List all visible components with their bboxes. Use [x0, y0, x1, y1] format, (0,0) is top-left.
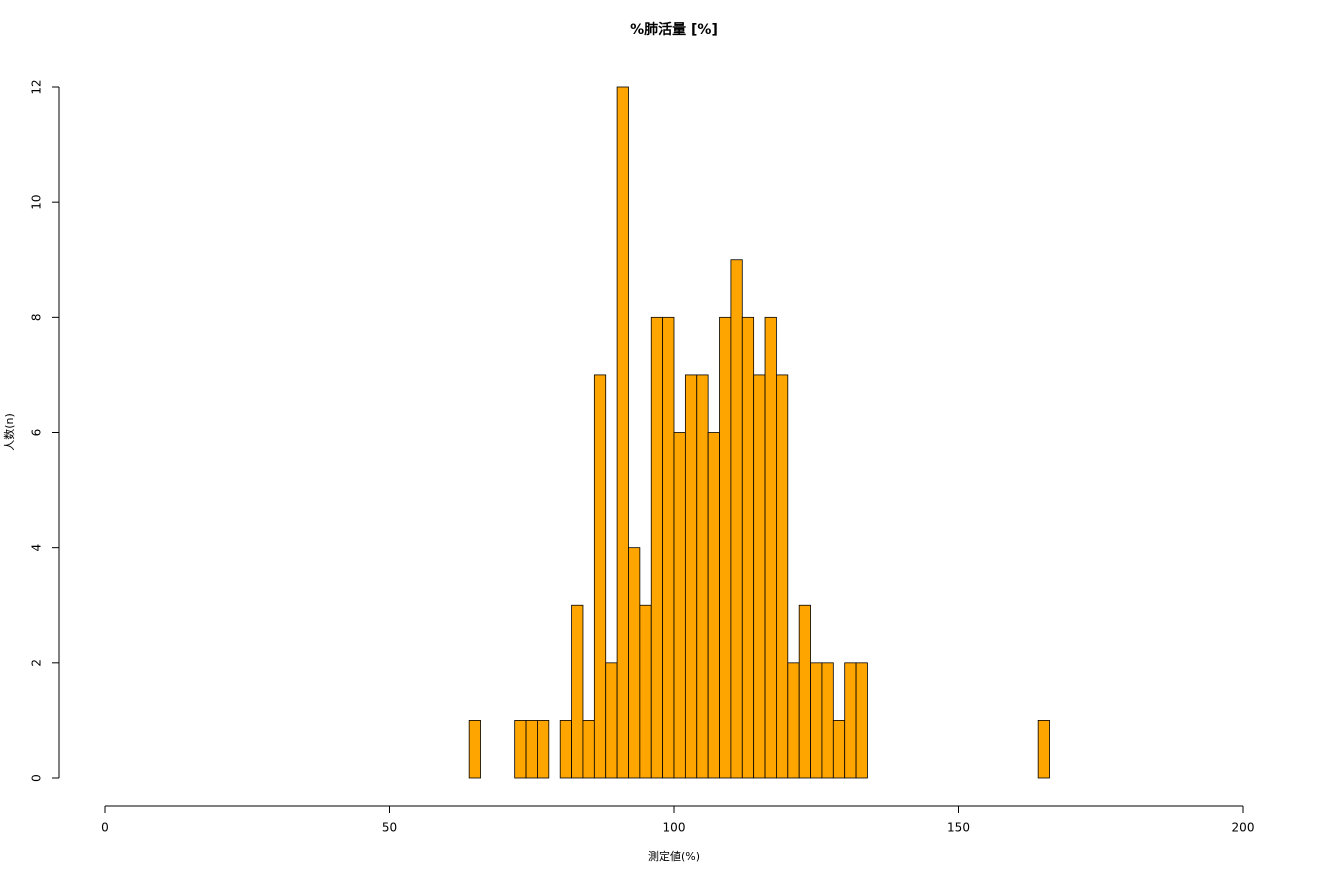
bar — [832, 720, 846, 779]
bar — [628, 547, 641, 779]
bar — [719, 316, 732, 779]
y-axis-label: 人数(n) — [3, 413, 16, 451]
bar — [753, 374, 766, 779]
x-tick-label: 200 — [1232, 821, 1255, 835]
y-tick-label: 8 — [30, 314, 44, 322]
bar — [730, 259, 743, 779]
bar — [582, 720, 595, 779]
bar — [616, 86, 629, 779]
bar — [764, 316, 777, 779]
bar — [821, 662, 834, 779]
bar — [673, 432, 686, 779]
bar — [776, 374, 789, 779]
bar — [650, 316, 664, 779]
bar — [468, 720, 481, 779]
bar — [525, 720, 538, 779]
bar — [810, 662, 823, 779]
bar — [514, 720, 527, 779]
chart-title: %肺活量 [%] — [630, 21, 718, 38]
bar — [571, 604, 584, 779]
x-axis-label: 測定値(%) — [648, 849, 700, 863]
y-tick-label: 4 — [30, 544, 44, 552]
bar — [741, 316, 755, 779]
y-tick-label: 6 — [30, 429, 44, 437]
bar — [798, 604, 811, 779]
bar — [707, 432, 720, 779]
bar — [537, 720, 550, 779]
bar — [639, 604, 652, 779]
bar — [696, 374, 709, 779]
bar — [559, 720, 572, 779]
x-tick-label: 0 — [101, 821, 109, 835]
bar — [787, 662, 800, 779]
bar — [684, 374, 698, 779]
y-tick-label: 12 — [30, 79, 44, 94]
bar — [605, 662, 618, 779]
y-tick-label: 0 — [30, 774, 44, 782]
y-tick-label: 10 — [30, 195, 44, 210]
x-tick-label: 150 — [947, 821, 970, 835]
bar — [662, 316, 675, 779]
bar — [844, 662, 857, 779]
bar — [593, 374, 607, 779]
bar — [1037, 720, 1050, 779]
x-tick-label: 100 — [663, 821, 686, 835]
bar — [855, 662, 868, 779]
x-tick-label: 50 — [382, 821, 397, 835]
y-tick-label: 2 — [30, 659, 44, 667]
